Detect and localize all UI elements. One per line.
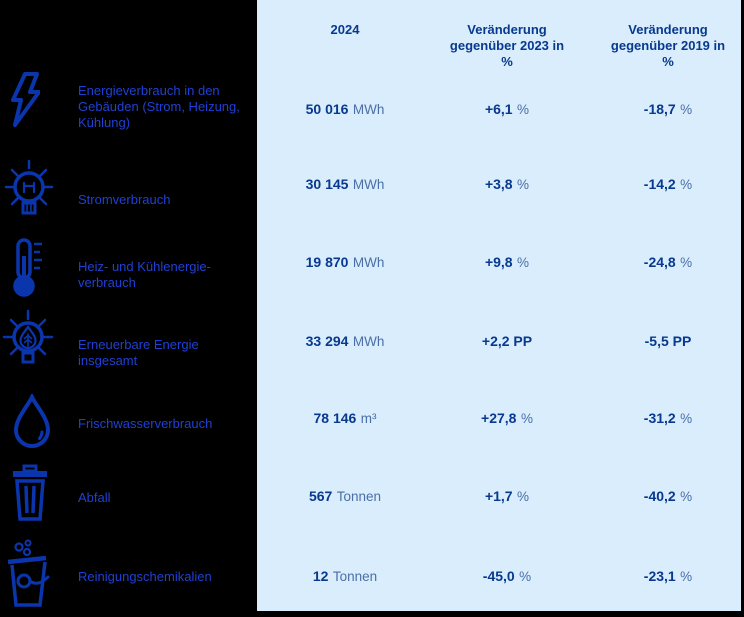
change-number: -23,1 xyxy=(643,568,676,584)
change-2023: +1,7 % xyxy=(427,488,587,506)
change-suffix: % xyxy=(517,255,530,270)
row-label-heiz-kuehlenergie: Heiz- und Kühlenergie- verbrauch xyxy=(78,259,211,290)
lightbulb-icon xyxy=(0,155,56,229)
change-number: +6,1 xyxy=(484,101,513,117)
change-number: -45,0 xyxy=(482,568,515,584)
change-suffix: % xyxy=(680,569,693,584)
change-2023: -45,0 % xyxy=(427,568,587,586)
droplet-icon xyxy=(10,394,54,452)
change-number: +9,8 xyxy=(484,254,513,270)
change-2019: -5,5 PP xyxy=(590,333,744,351)
column-header-change-2019: Veränderung gegenüber 2019 in % xyxy=(610,22,726,69)
value-number: 30 145 xyxy=(305,176,349,192)
value-number: 78 146 xyxy=(313,410,357,426)
value-number: 33 294 xyxy=(305,333,349,349)
trash-icon xyxy=(8,463,52,523)
lightning-icon xyxy=(8,71,40,131)
change-suffix: % xyxy=(519,569,532,584)
change-2019: -31,2 % xyxy=(590,410,744,428)
row-label-erneuerbare-energie: Erneuerbare Energie insgesamt xyxy=(78,337,199,368)
change-2023: +9,8 % xyxy=(427,254,587,272)
value-unit: MWh xyxy=(352,334,385,349)
bucket-icon xyxy=(4,537,52,611)
value-number: 50 016 xyxy=(305,101,349,117)
value-unit: MWh xyxy=(352,255,385,270)
value-number: 12 xyxy=(312,568,329,584)
change-2019: -23,1 % xyxy=(590,568,744,586)
change-suffix: % xyxy=(680,489,693,504)
value-number: 567 xyxy=(308,488,333,504)
change-suffix: % xyxy=(520,411,533,426)
row-label-abfall: Abfall xyxy=(78,490,111,505)
change-number: -40,2 xyxy=(643,488,676,504)
value-2024: 78 146 m³ xyxy=(263,410,427,428)
change-number: -18,7 xyxy=(643,101,676,117)
change-number: +3,8 xyxy=(484,176,513,192)
change-2019: -14,2 % xyxy=(590,176,744,194)
change-suffix: % xyxy=(680,411,693,426)
column-header-change-2023: Veränderung gegenüber 2023 in % xyxy=(449,22,565,69)
change-suffix: % xyxy=(680,102,693,117)
thermometer-icon xyxy=(8,238,48,302)
change-number: -5,5 PP xyxy=(644,333,692,349)
change-suffix: % xyxy=(517,102,530,117)
value-2024: 12 Tonnen xyxy=(263,568,427,586)
row-label-energieverbrauch: Energieverbrauch in den Gebäuden (Strom,… xyxy=(78,83,240,130)
column-header-2024: 2024 xyxy=(330,22,360,37)
change-number: +27,8 xyxy=(481,410,517,426)
value-unit: m³ xyxy=(360,411,377,426)
value-unit: MWh xyxy=(352,102,385,117)
value-2024: 19 870 MWh xyxy=(263,254,427,272)
value-unit: Tonnen xyxy=(332,569,378,584)
row-label-reinigungschemikalien: Reinigungschemikalien xyxy=(78,569,212,584)
change-suffix: % xyxy=(680,177,693,192)
change-2023: +27,8 % xyxy=(427,410,587,428)
change-suffix: % xyxy=(680,255,693,270)
change-suffix: % xyxy=(517,489,530,504)
change-2019: -40,2 % xyxy=(590,488,744,506)
value-number: 19 870 xyxy=(305,254,349,270)
change-suffix: % xyxy=(517,177,530,192)
value-unit: MWh xyxy=(352,177,385,192)
value-unit: Tonnen xyxy=(336,489,382,504)
row-label-frischwasser: Frischwasserverbrauch xyxy=(78,416,213,431)
change-number: +2,2 PP xyxy=(481,333,533,349)
change-number: -31,2 xyxy=(643,410,676,426)
value-2024: 33 294 MWh xyxy=(263,333,427,351)
change-2023: +6,1 % xyxy=(427,101,587,119)
value-2024: 567 Tonnen xyxy=(263,488,427,506)
change-number: -14,2 xyxy=(643,176,676,192)
change-2019: -24,8 % xyxy=(590,254,744,272)
data-panel xyxy=(257,0,741,611)
value-2024: 50 016 MWh xyxy=(263,101,427,119)
change-2019: -18,7 % xyxy=(590,101,744,119)
change-number: +1,7 xyxy=(484,488,513,504)
change-2023: +2,2 PP xyxy=(427,333,587,351)
change-2023: +3,8 % xyxy=(427,176,587,194)
eco-bulb-icon xyxy=(0,303,56,381)
value-2024: 30 145 MWh xyxy=(263,176,427,194)
row-label-stromverbrauch: Stromverbrauch xyxy=(78,192,171,207)
change-number: -24,8 xyxy=(643,254,676,270)
